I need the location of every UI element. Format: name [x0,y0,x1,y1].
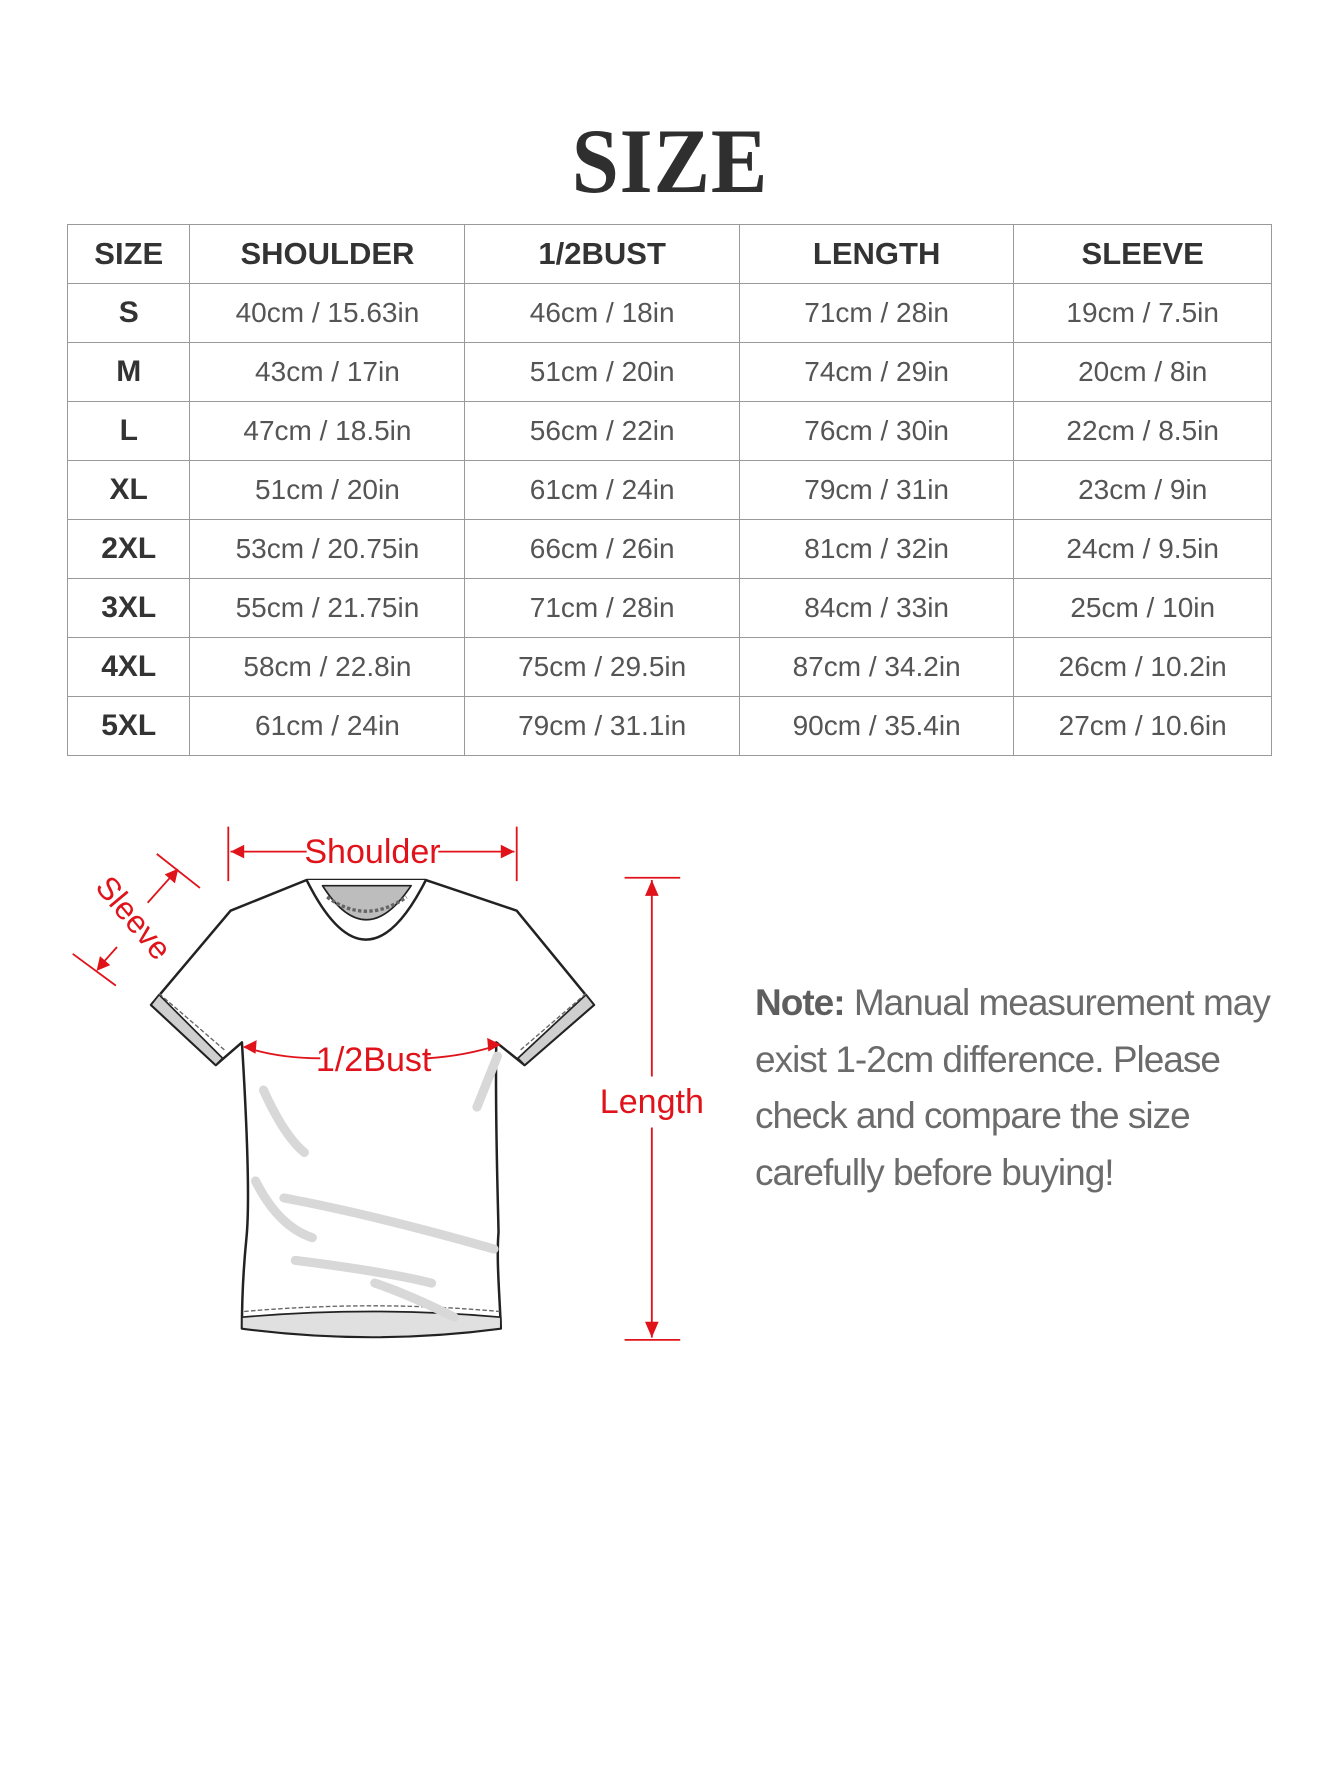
measurement-cell: 27cm / 10.6in [1013,696,1272,756]
measurement-cell: 84cm / 33in [738,578,1015,638]
measurement-cell: 19cm / 7.5in [1013,283,1272,343]
measurement-cell: 61cm / 24in [189,696,466,756]
table-row: L 47cm / 18.5in 56cm / 22in 76cm / 30in 22cm… [66,401,1272,461]
size-cell: M [66,342,191,402]
size-table: SIZE SHOULDER 1/2BUST LENGTH SLEEVE S 40cm / … [66,224,1272,756]
measurement-cell: 58cm / 22.8in [189,637,466,697]
measurement-cell: 46cm / 18in [464,283,740,343]
size-cell: S [66,283,191,343]
measurement-cell: 66cm / 26in [464,519,740,579]
measurement-cell: 51cm / 20in [189,460,466,520]
column-header: LENGTH [738,224,1015,284]
table-header-row: SIZE SHOULDER 1/2BUST LENGTH SLEEVE [66,224,1272,284]
table-row: M 43cm / 17in 51cm / 20in 74cm / 29in 20cm /… [66,342,1272,402]
measurement-cell: 53cm / 20.75in [189,519,466,579]
measurement-cell: 40cm / 15.63in [189,283,466,343]
measurement-cell: 25cm / 10in [1013,578,1272,638]
measurement-cell: 47cm / 18.5in [189,401,466,461]
measurement-cell: 71cm / 28in [464,578,740,638]
shoulder-measure [227,826,518,882]
size-cell: L [66,401,191,461]
measurement-cell: 23cm / 9in [1013,460,1272,520]
note-text: Note: Manual measurement may exist 1-2cm… [755,975,1315,1201]
tshirt-icon [149,878,596,1339]
measurement-cell: 79cm / 31in [738,460,1015,520]
length-label: Length [600,1083,704,1121]
column-header: SLEEVE [1013,224,1272,284]
measurement-cell: 26cm / 10.2in [1013,637,1272,697]
table-row: 2XL 53cm / 20.75in 66cm / 26in 81cm / 32in 2… [66,519,1272,579]
measurement-cell: 55cm / 21.75in [189,578,466,638]
measurement-cell: 51cm / 20in [464,342,740,402]
size-cell: 2XL [66,519,191,579]
page-title: SIZE [571,110,769,212]
measurement-cell: 75cm / 29.5in [464,637,740,697]
measurement-cell: 76cm / 30in [738,401,1015,461]
column-header: SIZE [66,224,191,284]
measurement-cell: 56cm / 22in [464,401,740,461]
size-cell: 3XL [66,578,191,638]
measurement-cell: 81cm / 32in [738,519,1015,579]
size-cell: 5XL [66,696,191,756]
measurement-cell: 24cm / 9.5in [1013,519,1272,579]
sleeve-measure [72,853,201,987]
size-cell: 4XL [66,637,191,697]
note-label: Note: [755,982,846,1023]
bust-measure [243,1037,501,1060]
measurement-cell: 20cm / 8in [1013,342,1272,402]
measurement-cell: 79cm / 31.1in [464,696,740,756]
column-header: 1/2BUST [464,224,740,284]
measurement-cell: 43cm / 17in [189,342,466,402]
table-row: S 40cm / 15.63in 46cm / 18in 71cm / 28in 19c… [66,283,1272,343]
measurement-cell: 90cm / 35.4in [738,696,1015,756]
table-row: 3XL 55cm / 21.75in 71cm / 28in 84cm / 33in 2… [66,578,1272,638]
note-body: Manual measurement may exist 1-2cm diffe… [755,982,1271,1193]
table-row: XL 51cm / 20in 61cm / 24in 79cm / 31in 23cm … [66,460,1272,520]
length-measure [624,876,681,1341]
bust-label: 1/2Bust [316,1041,432,1079]
measurement-cell: 74cm / 29in [738,342,1015,402]
measurement-cell: 61cm / 24in [464,460,740,520]
shoulder-label: Shoulder [304,833,440,871]
table-row: 5XL 61cm / 24in 79cm / 31.1in 90cm / 35.4in… [66,696,1272,756]
measurement-cell: 22cm / 8.5in [1013,401,1272,461]
